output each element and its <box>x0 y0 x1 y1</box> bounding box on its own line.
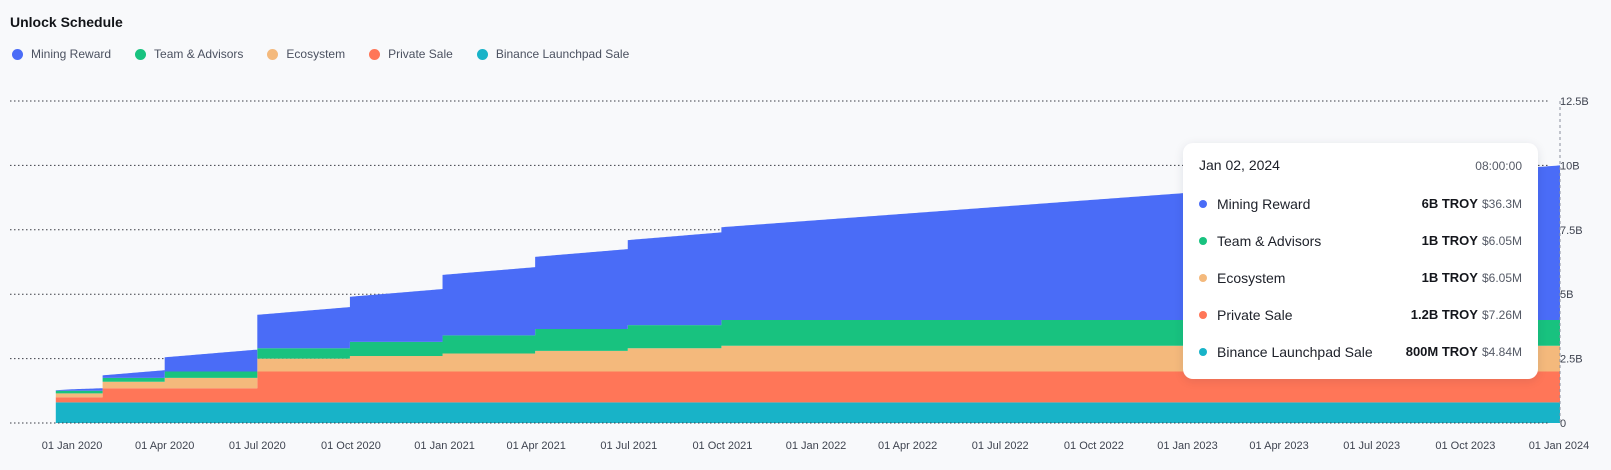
tooltip-usd: $6.05M <box>1481 233 1522 248</box>
x-tick-label: 01 Oct 2023 <box>1435 440 1495 452</box>
chart-title: Unlock Schedule <box>10 14 123 30</box>
legend-item[interactable]: Binance Launchpad Sale <box>476 47 630 61</box>
legend-dot <box>12 48 23 60</box>
tooltip-amount: 1B TROY <box>1421 233 1478 248</box>
legend-label: Team & Advisors <box>154 47 244 61</box>
tooltip-dot <box>1199 199 1207 208</box>
tooltip-usd: $7.26M <box>1481 307 1522 322</box>
tooltip-series-name: Mining Reward <box>1217 195 1311 212</box>
tooltip-rows: Mining Reward 6B TROY $36.3M Team & Advisor… <box>1199 185 1522 370</box>
tooltip-dot <box>1199 347 1207 356</box>
tooltip-amount: 800M TROY <box>1405 344 1478 359</box>
legend-item[interactable]: Mining Reward <box>12 47 111 61</box>
legend-label: Private Sale <box>388 47 453 61</box>
chart-tooltip: Jan 02, 2024 08:00:00 Mining Reward 6B TR… <box>1183 143 1538 379</box>
tooltip-date: Jan 02, 2024 <box>1199 157 1280 173</box>
tooltip-amount: 1.2B TROY <box>1410 307 1478 322</box>
x-tick-label: 01 Jul 2022 <box>972 440 1029 452</box>
legend-item[interactable]: Private Sale <box>369 47 453 61</box>
area-series <box>55 371 1560 403</box>
tooltip-row: Binance Launchpad Sale 800M TROY $4.84M <box>1199 333 1522 370</box>
y-tick-label: 7.5B <box>1560 225 1583 237</box>
tooltip-series-name: Binance Launchpad Sale <box>1217 343 1373 360</box>
tooltip-amount: 6B TROY <box>1421 196 1478 211</box>
x-tick-label: 01 Jul 2020 <box>229 440 286 452</box>
tooltip-series-name: Private Sale <box>1217 306 1293 323</box>
tooltip-series-name: Ecosystem <box>1217 269 1286 286</box>
tooltip-usd: $6.05M <box>1481 270 1522 285</box>
x-tick-label: 01 Jan 2024 <box>1529 440 1590 452</box>
x-tick-label: 01 Apr 2022 <box>878 440 937 452</box>
y-tick-label: 0 <box>1560 418 1566 430</box>
legend-item[interactable]: Team & Advisors <box>135 47 243 61</box>
tooltip-usd: $36.3M <box>1481 196 1522 211</box>
x-tick-label: 01 Jan 2023 <box>1157 440 1218 452</box>
x-tick-label: 01 Apr 2023 <box>1249 440 1308 452</box>
chart-legend: Mining Reward Team & Advisors Ecosystem Pri… <box>12 47 629 61</box>
tooltip-time: 08:00:00 <box>1475 159 1522 173</box>
legend-dot <box>369 48 381 60</box>
x-tick-label: 01 Jul 2023 <box>1343 440 1400 452</box>
legend-item[interactable]: Ecosystem <box>267 47 345 61</box>
legend-label: Mining Reward <box>31 47 112 61</box>
tooltip-amount: 1B TROY <box>1421 270 1478 285</box>
tooltip-row: Private Sale 1.2B TROY $7.26M <box>1199 296 1522 333</box>
y-tick-label: 10B <box>1560 160 1580 172</box>
tooltip-usd: $4.84M <box>1481 344 1522 359</box>
tooltip-dot <box>1199 236 1207 245</box>
tooltip-dot <box>1199 310 1207 319</box>
tooltip-row: Team & Advisors 1B TROY $6.05M <box>1199 222 1522 259</box>
area-series <box>55 402 1560 423</box>
x-tick-label: 01 Jan 2022 <box>786 440 847 452</box>
legend-label: Ecosystem <box>286 47 346 61</box>
y-tick-label: 2.5B <box>1560 354 1583 366</box>
legend-dot <box>267 48 279 60</box>
x-tick-label: 01 Jan 2021 <box>414 440 475 452</box>
tooltip-row: Mining Reward 6B TROY $36.3M <box>1199 185 1522 222</box>
legend-dot <box>476 48 488 60</box>
tooltip-dot <box>1199 273 1207 282</box>
x-tick-label: 01 Oct 2021 <box>692 440 752 452</box>
y-tick-label: 12.5B <box>1560 96 1589 108</box>
x-tick-label: 01 Jul 2021 <box>600 440 657 452</box>
x-tick-label: 01 Oct 2022 <box>1064 440 1124 452</box>
tooltip-series-name: Team & Advisors <box>1217 232 1322 249</box>
x-tick-label: 01 Apr 2020 <box>135 440 194 452</box>
legend-dot <box>135 48 147 60</box>
x-tick-label: 01 Oct 2020 <box>321 440 381 452</box>
x-tick-label: 01 Apr 2021 <box>506 440 565 452</box>
legend-label: Binance Launchpad Sale <box>495 47 630 61</box>
tooltip-row: Ecosystem 1B TROY $6.05M <box>1199 259 1522 296</box>
x-tick-label: 01 Jan 2020 <box>42 440 103 452</box>
y-tick-label: 5B <box>1560 289 1573 301</box>
